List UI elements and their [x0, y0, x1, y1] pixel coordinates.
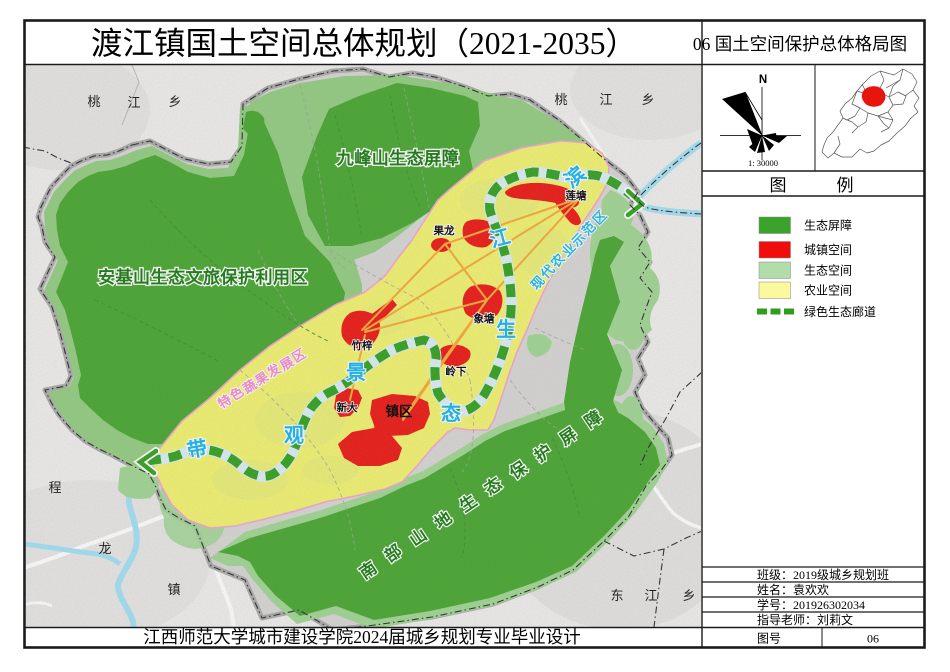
svg-text:班级：2019级城乡规划班: 班级：2019级城乡规划班 — [757, 567, 889, 582]
svg-text:生态空间: 生态空间 — [804, 264, 852, 278]
svg-text:例: 例 — [837, 176, 854, 195]
svg-text:N: N — [759, 74, 767, 86]
svg-text:06 国土空间保护总体格局图: 06 国土空间保护总体格局图 — [693, 34, 907, 54]
svg-text:图号: 图号 — [757, 632, 781, 646]
svg-text:绿色生态廊道: 绿色生态廊道 — [804, 304, 876, 319]
svg-text:渡江镇国土空间总体规划（2021-2035）: 渡江镇国土空间总体规划（2021-2035） — [91, 26, 637, 61]
svg-text:学号：201926302034: 学号：201926302034 — [757, 597, 865, 612]
svg-text:指导老师：刘莉文: 指导老师：刘莉文 — [757, 612, 853, 627]
svg-text:生态屏障: 生态屏障 — [804, 218, 852, 233]
svg-text:江西师范大学城市建设学院2024届城乡规划专业毕业设计: 江西师范大学城市建设学院2024届城乡规划专业毕业设计 — [143, 627, 581, 647]
svg-text:农业空间: 农业空间 — [804, 284, 852, 298]
svg-text:06: 06 — [867, 632, 879, 646]
svg-text:城镇空间: 城镇空间 — [804, 243, 852, 257]
svg-text:图: 图 — [770, 176, 787, 195]
svg-text:1: 30000: 1: 30000 — [748, 158, 778, 168]
svg-text:姓名：袁欢欢: 姓名：袁欢欢 — [757, 582, 829, 597]
